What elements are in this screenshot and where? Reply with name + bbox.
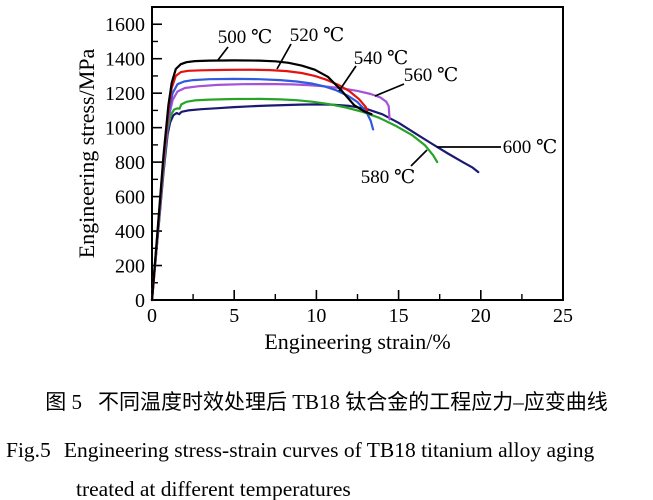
curve-label-leader <box>338 65 357 92</box>
caption-fig-label: Fig.5 <box>6 438 51 462</box>
caption-english-line2: treated at different temperatures <box>76 477 351 500</box>
x-tick-label: 0 <box>147 305 157 327</box>
y-tick-label: 1600 <box>105 14 145 36</box>
plot-frame <box>151 6 564 301</box>
curve-label-leader <box>410 149 428 167</box>
curve-label-leader <box>374 83 405 97</box>
curve-label: 520 ℃ <box>290 25 345 46</box>
curve-500c <box>150 59 373 302</box>
curve-label: 580 ℃ <box>361 167 416 188</box>
caption-zh-label: 图 5 <box>45 390 82 414</box>
y-tick-label: 1000 <box>105 118 145 140</box>
curve-580c <box>150 97 439 302</box>
y-tick-label: 200 <box>115 256 145 278</box>
curve-label-leader <box>276 43 292 70</box>
curve-label: 600 ℃ <box>503 137 558 158</box>
x-axis-title: Engineering strain/% <box>264 329 450 354</box>
y-tick-label: 1200 <box>105 83 145 105</box>
y-tick-label: 600 <box>115 187 145 209</box>
caption-english: Fig.5 Engineering stress-strain curves of… <box>6 438 594 463</box>
x-tick-label: 15 <box>389 305 409 327</box>
curve-label-leader <box>217 46 229 61</box>
y-tick-label: 400 <box>115 221 145 243</box>
curve-600c <box>150 103 480 302</box>
x-tick-label: 20 <box>471 305 491 327</box>
x-tick-label: 10 <box>306 305 326 327</box>
y-tick-label: 800 <box>115 152 145 174</box>
caption-chinese: 图 5 不同温度时效处理后 TB18 钛合金的工程应力–应变曲线 <box>0 390 653 415</box>
curve-label: 560 ℃ <box>404 65 459 86</box>
stress-strain-chart: 0 5 10 15 20 25 0 200 400 600 800 1000 1200 1400 1600 E… <box>74 6 573 354</box>
y-tick-label: 1400 <box>105 49 145 71</box>
y-axis-title: Engineering stress/MPa <box>74 48 99 258</box>
curve-560c <box>150 82 391 302</box>
curve-label: 500 ℃ <box>218 27 273 48</box>
x-tick-label: 5 <box>229 305 239 327</box>
curve-label: 540 ℃ <box>354 48 409 69</box>
caption-en-text: Engineering stress-strain curves of TB18… <box>63 438 595 462</box>
caption-zh-text: 不同温度时效处理后 TB18 钛合金的工程应力–应变曲线 <box>97 390 608 414</box>
x-tick-label: 25 <box>553 305 573 327</box>
y-tick-label: 0 <box>135 290 145 312</box>
